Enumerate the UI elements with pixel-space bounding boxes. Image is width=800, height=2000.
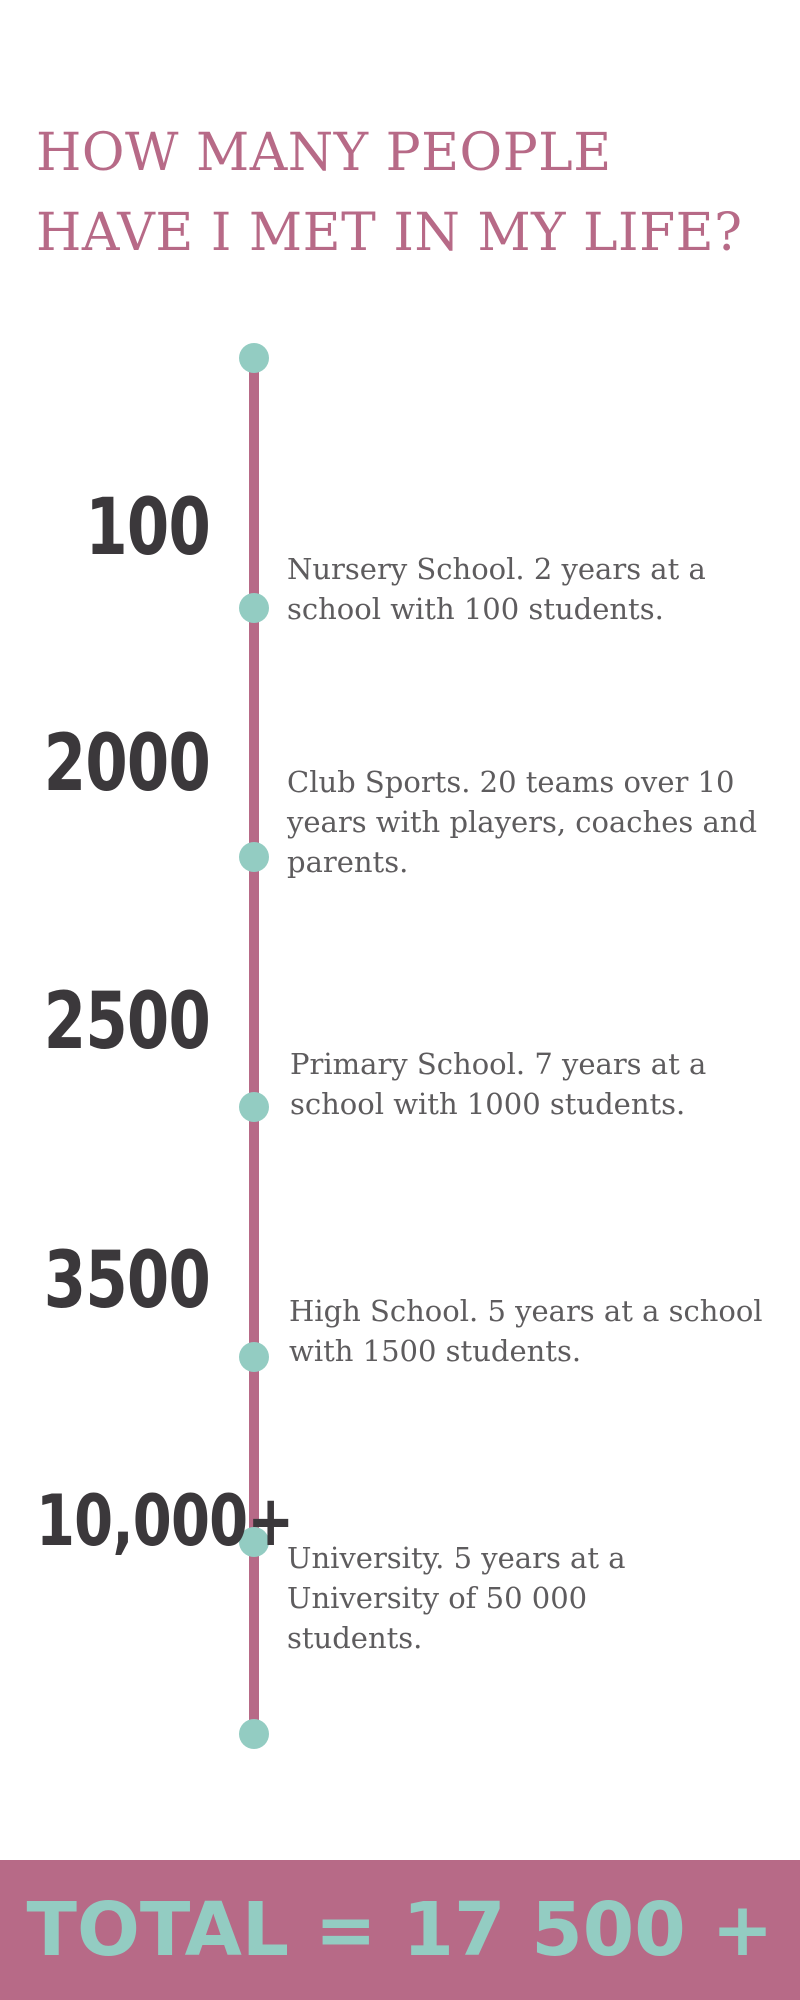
milestone-description-4: High School. 5 years at a school with 15… [289,1294,763,1368]
total-text: TOTAL = 17 500 + [26,1887,774,1973]
timeline-dot-5 [239,1527,269,1557]
milestone-description-2: Club Sports. 20 teams over 10 years with… [287,765,758,879]
timeline-dot-3 [239,1092,269,1122]
timeline-dot-2 [239,842,269,872]
title-line-2: HAVE I MET IN MY LIFE? [36,202,743,263]
milestone-number-4: 3500 [43,1236,211,1326]
timeline-dot-4 [239,1342,269,1372]
milestone-number-2: 2000 [43,719,211,809]
milestone-number-1: 100 [85,483,210,573]
total-banner: TOTAL = 17 500 + [0,1860,800,2000]
timeline-line [249,356,259,1736]
title-line-1: HOW MANY PEOPLE [36,122,612,183]
milestone-description-5: University. 5 years at a University of 5… [287,1541,626,1655]
milestone-description-3: Primary School. 7 years at a school with… [290,1047,707,1121]
milestone-number-3: 2500 [43,977,211,1067]
milestone-number-5: 10,000+ [36,1480,294,1562]
milestone-description-1: Nursery School. 2 years at a school with… [287,552,706,626]
timeline-start-dot [239,343,269,373]
timeline-dot-1 [239,593,269,623]
timeline-end-dot [239,1719,269,1749]
page-title: HOW MANY PEOPLE HAVE I MET IN MY LIFE? [36,113,776,273]
